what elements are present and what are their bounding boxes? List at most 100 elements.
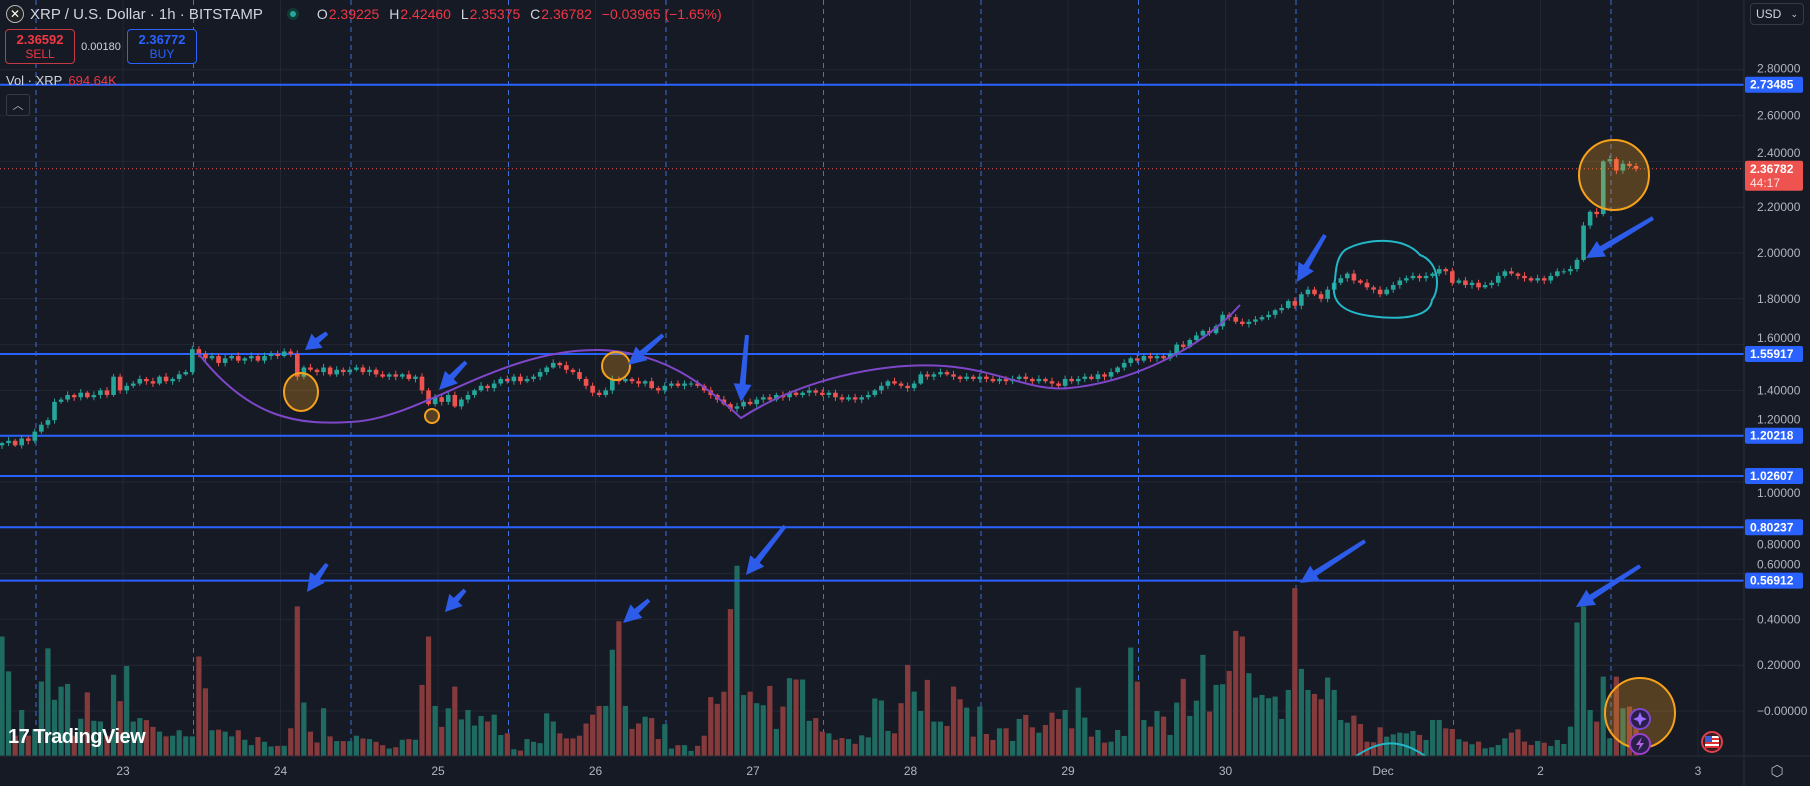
volume-bar [990,739,996,756]
arrow-drawing[interactable] [1297,233,1327,282]
candle-body [1594,211,1599,215]
volume-bar [307,731,314,756]
currency-select[interactable]: USD ⌄ [1750,3,1804,25]
candle-body [931,374,937,377]
volume-bar [163,736,169,756]
date-label: 26 [589,764,603,778]
buy-button[interactable]: 2.36772 BUY [127,29,197,64]
us-flag-event-icon[interactable] [1701,731,1723,753]
arrow-drawing[interactable] [307,562,329,592]
candle-body [1535,278,1540,281]
ai-sparkle-button[interactable] [1629,708,1651,730]
orange-circle-drawing[interactable] [283,372,319,412]
date-label: 28 [904,764,918,778]
volume-bar [695,745,701,756]
volume-bar [1574,622,1580,756]
orange-circle-drawing[interactable] [601,351,631,381]
volume-bar [530,741,537,756]
tradingview-logo[interactable]: 17 TradingView [8,726,146,749]
orange-circle-drawing[interactable] [1578,139,1650,211]
time-axis-labels[interactable]: 23 24 25 26 27 28 29 30 Dec 2 3 [116,764,1701,778]
tradingview-mark-icon: 17 [8,726,30,748]
volume-bar [1390,734,1396,756]
candle-body [741,401,746,407]
candle-body [1003,378,1009,382]
date-label: 2 [1537,764,1544,778]
arrow-drawing[interactable] [733,334,752,402]
price-axis[interactable] [1744,0,1810,786]
candle-body [373,369,379,375]
volume-bar [1410,730,1416,756]
candle-body [209,356,215,359]
chevron-up-icon: ︿ [12,100,24,112]
candle-body [1614,159,1619,171]
drawings[interactable] [197,139,1676,757]
candle-body [839,397,845,400]
arrow-drawing[interactable] [1576,564,1642,607]
orange-circle-drawing[interactable] [424,408,440,424]
candle-body [505,378,510,382]
volume-bar [1338,719,1344,756]
candle-body [124,385,129,391]
volume-legend[interactable]: Vol · XRP 694.64K [6,73,117,88]
volume-bar [1121,735,1127,756]
candle-body [262,356,267,361]
volume-bar [360,738,366,756]
candle-body [800,392,805,395]
volume-bar [1541,742,1547,756]
candle-body [1240,321,1245,324]
volume-bar [1489,747,1495,756]
candle-body [1345,273,1350,279]
x-logo-icon[interactable]: ✕ [6,5,24,23]
arrow-drawing[interactable] [305,331,329,350]
candle-body [1358,280,1363,283]
volume-bar [353,735,359,756]
horizontal-level-lines[interactable] [0,83,1744,582]
candle-body [610,378,615,391]
symbol-title[interactable]: XRP / U.S. Dollar · 1h · BITSTAMP [30,5,263,23]
candle-body [229,356,234,359]
candle-body [793,392,799,395]
purple-curve-drawing[interactable] [197,304,1241,424]
volume-bar [1193,700,1199,756]
arrow-drawing[interactable] [445,588,467,612]
volume-bar [839,738,845,756]
candle-body [1515,273,1521,276]
sell-button[interactable]: 2.36592 SELL [5,29,75,64]
spread-value: 0.00180 [81,40,121,53]
volume-bar [1587,709,1593,756]
lightning-button[interactable] [1629,733,1651,755]
market-open-dot-icon[interactable] [286,8,299,20]
gear-icon[interactable]: ⬡ [1770,763,1784,780]
level-badge-text: 0.80237 [1750,520,1794,534]
volume-bar [557,733,563,756]
price-tick-label: 1.40000 [1757,383,1801,397]
volume-bar [1521,741,1528,756]
arrow-drawing[interactable] [1300,539,1367,583]
candle-body [1495,275,1501,283]
volume-bar [872,698,878,756]
candle-body [1364,282,1370,288]
volume-bar [813,718,819,756]
candle-body [911,383,917,389]
arrow-drawing[interactable] [628,333,665,365]
candle-body [347,369,353,373]
candle-body [340,369,346,373]
cyan-arc-drawing[interactable] [1355,742,1426,757]
cyan-blob-drawing[interactable] [1332,239,1438,319]
arrow-drawing[interactable] [1586,216,1655,258]
candle-body [242,358,248,361]
volume-bar [445,708,451,756]
collapse-legend-button[interactable]: ︿ [6,94,30,116]
volume-bar [320,708,327,756]
arrow-drawing[interactable] [623,598,651,623]
volume-bar [734,565,740,756]
candle-body [977,376,983,379]
volume-bar [1482,748,1488,756]
arrow-drawing[interactable] [439,360,468,390]
volume-bar [957,699,963,756]
volume-bar [1049,712,1055,756]
arrow-drawing[interactable] [746,524,787,575]
volume-bar [196,656,202,756]
